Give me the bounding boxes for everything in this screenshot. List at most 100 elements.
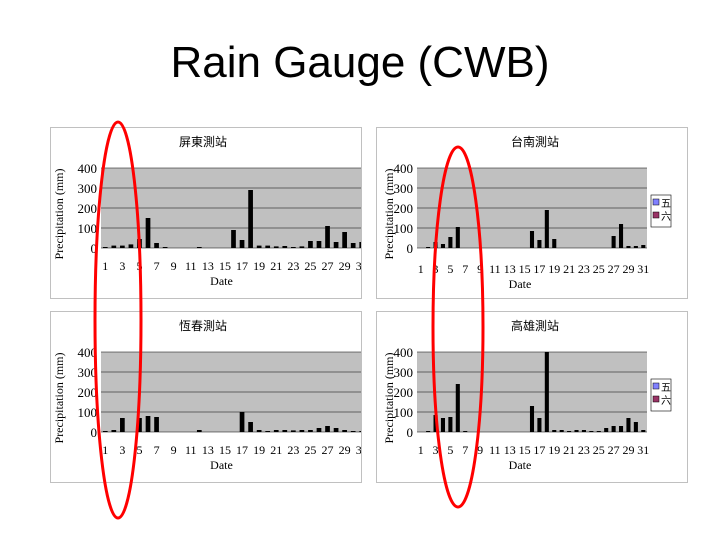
x-tick-label: 13 (504, 443, 516, 457)
x-tick-label: 9 (171, 259, 177, 273)
bar (581, 430, 586, 432)
y-tick-label: 300 (78, 181, 98, 196)
x-tick-label: 15 (219, 443, 231, 457)
x-tick-label: 3 (433, 262, 439, 276)
bar (433, 242, 438, 248)
x-tick-label: 21 (563, 443, 575, 457)
x-axis-label: Date (210, 274, 233, 288)
bar (308, 241, 313, 248)
x-axis-label: Date (509, 277, 532, 291)
chart-title: 高雄測站 (511, 318, 559, 333)
chart-panel-pingtung: 屏東測站 0 100 200 300 400 1 3 5 7 9 11 13 15 17 19 21 23 25 27… (50, 127, 391, 299)
x-tick-label: 15 (519, 443, 531, 457)
x-tick-label: 7 (154, 443, 160, 457)
bar (308, 430, 313, 432)
bar (196, 247, 202, 248)
bar (273, 430, 279, 432)
bar (162, 247, 168, 248)
y-tick-label: 200 (394, 385, 414, 400)
x-tick-label: 27 (608, 443, 620, 457)
bar (196, 430, 202, 432)
bar (120, 245, 125, 248)
bar (316, 241, 322, 248)
chart-panel-tainan: 台南測站 0 100 200 300 400 1 3 5 7 9 11 13 15 17 19 21 23 25 27… (376, 127, 688, 299)
bar (433, 415, 438, 432)
bar (111, 430, 117, 432)
y-tick-label: 100 (78, 405, 98, 420)
x-tick-label: 5 (136, 259, 142, 273)
bar (350, 431, 356, 432)
bar (544, 352, 549, 432)
bar (426, 247, 431, 248)
x-tick-label: 23 (578, 262, 590, 276)
bar (604, 428, 609, 432)
bar (350, 243, 356, 248)
bar (256, 245, 262, 248)
bar (596, 431, 601, 432)
y-tick-label: 300 (394, 181, 414, 196)
x-tick-label: 1 (418, 262, 424, 276)
y-tick-label: 0 (407, 425, 414, 440)
bar (333, 428, 339, 432)
chart-title: 台南測站 (511, 134, 559, 149)
bar (641, 430, 646, 432)
bar (333, 242, 339, 248)
bar (529, 406, 535, 432)
bar (137, 239, 142, 248)
x-tick-label: 29 (622, 262, 634, 276)
x-tick-label: 3 (119, 259, 125, 273)
bar (102, 247, 108, 248)
bar (529, 231, 535, 248)
y-tick-label: 200 (394, 201, 414, 216)
chart-panel-hengchun: 恆春測站 0 100 200 300 400 1 3 5 7 9 11 13 15 17 19 21 23 25 27… (50, 311, 391, 483)
x-tick-label: 11 (489, 262, 501, 276)
x-tick-label: 27 (608, 262, 620, 276)
bar (426, 431, 431, 432)
bar (290, 247, 296, 248)
legend-label: 五 (661, 383, 671, 394)
y-axis-label: Precipitation (mm) (382, 169, 396, 260)
x-tick-label: 25 (593, 262, 605, 276)
legend-swatch (652, 382, 660, 390)
bar (299, 246, 305, 248)
x-tick-label: 17 (236, 443, 248, 457)
x-tick-label: 23 (287, 443, 299, 457)
x-tick-label: 25 (304, 443, 316, 457)
bar (574, 430, 579, 432)
y-tick-label: 400 (78, 161, 98, 176)
x-tick-label: 13 (202, 443, 214, 457)
bar (325, 426, 330, 432)
bar (544, 210, 549, 248)
bar (299, 430, 305, 432)
x-tick-label: 1 (418, 443, 424, 457)
legend-label: 五 (661, 199, 671, 210)
x-tick-label: 23 (287, 259, 299, 273)
bar (102, 431, 108, 432)
bar (282, 430, 288, 432)
x-tick-label: 5 (447, 443, 453, 457)
x-tick-label: 31 (356, 443, 361, 457)
y-tick-label: 0 (91, 241, 98, 256)
x-tick-label: 13 (202, 259, 214, 273)
chart-title: 屏東測站 (179, 135, 227, 149)
x-tick-label: 3 (119, 443, 125, 457)
y-tick-label: 400 (78, 345, 98, 360)
chart-title: 恆春測站 (179, 319, 227, 333)
x-tick-label: 31 (637, 262, 649, 276)
bar (359, 431, 365, 432)
bar (239, 412, 245, 432)
x-tick-label: 21 (563, 262, 575, 276)
y-axis-label: Precipitation (mm) (382, 353, 396, 444)
x-tick-label: 23 (578, 443, 590, 457)
x-tick-label: 15 (219, 259, 231, 273)
bar (137, 418, 142, 432)
x-axis-label: Date (509, 458, 532, 472)
chart-panel-kaohsiung: 高雄測站 0 100 200 300 400 1 3 5 7 9 11 13 15 17 19 21 23 25 27… (376, 311, 688, 483)
y-tick-label: 400 (394, 161, 414, 176)
bar (559, 430, 564, 432)
y-axis-label: Precipitation (mm) (52, 353, 66, 444)
x-tick-label: 5 (447, 262, 453, 276)
y-tick-label: 0 (91, 425, 98, 440)
